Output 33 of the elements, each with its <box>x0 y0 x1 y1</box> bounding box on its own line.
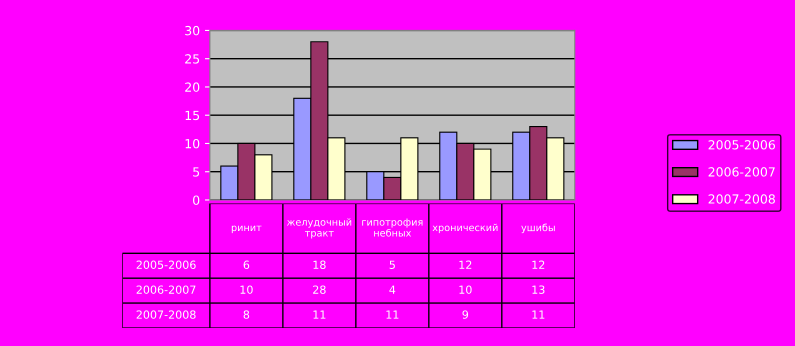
data-label: 9 <box>462 310 468 319</box>
y-tick-label: 25 <box>185 54 200 64</box>
x-tick-label: ушибы <box>521 224 555 234</box>
data-label: 28 <box>313 285 326 294</box>
data-label: 4 <box>389 286 396 294</box>
data-label: 11 <box>386 310 398 319</box>
legend-label: 2005-2006 <box>708 140 776 150</box>
x-tick-label: ринит <box>232 226 262 234</box>
y-tick-label: 5 <box>193 167 200 177</box>
data-label: 10 <box>240 285 253 294</box>
data-label: 12 <box>459 260 472 269</box>
data-label: 12 <box>532 260 544 269</box>
data-label: 5 <box>390 260 395 269</box>
legend-label: 2007-2008 <box>708 194 775 204</box>
data-label: 11 <box>532 310 544 319</box>
x-tick-label: хронический <box>432 224 498 234</box>
y-tick-label: 10 <box>186 138 200 148</box>
data-label: 18 <box>314 260 326 269</box>
y-tick-label: 30 <box>185 26 200 36</box>
data-label: 11 <box>314 310 326 319</box>
x-tick-label: гипотрофия небных <box>362 218 422 237</box>
y-tick-label: 0 <box>193 195 200 205</box>
data-label: 8 <box>244 310 250 319</box>
text: 2006-2007 <box>136 285 196 294</box>
y-tick-label: 20 <box>185 82 200 92</box>
data-label: 6 <box>244 260 250 269</box>
y-tick-label: 15 <box>186 110 200 120</box>
x-tick-label: желудочный тракт <box>286 218 352 239</box>
text: 2007-2008 <box>136 310 196 319</box>
text: 2005-2006 <box>136 260 196 269</box>
data-label: 10 <box>459 285 472 294</box>
legend-label: 2006-2007 <box>708 167 775 177</box>
data-label: 13 <box>532 285 544 294</box>
